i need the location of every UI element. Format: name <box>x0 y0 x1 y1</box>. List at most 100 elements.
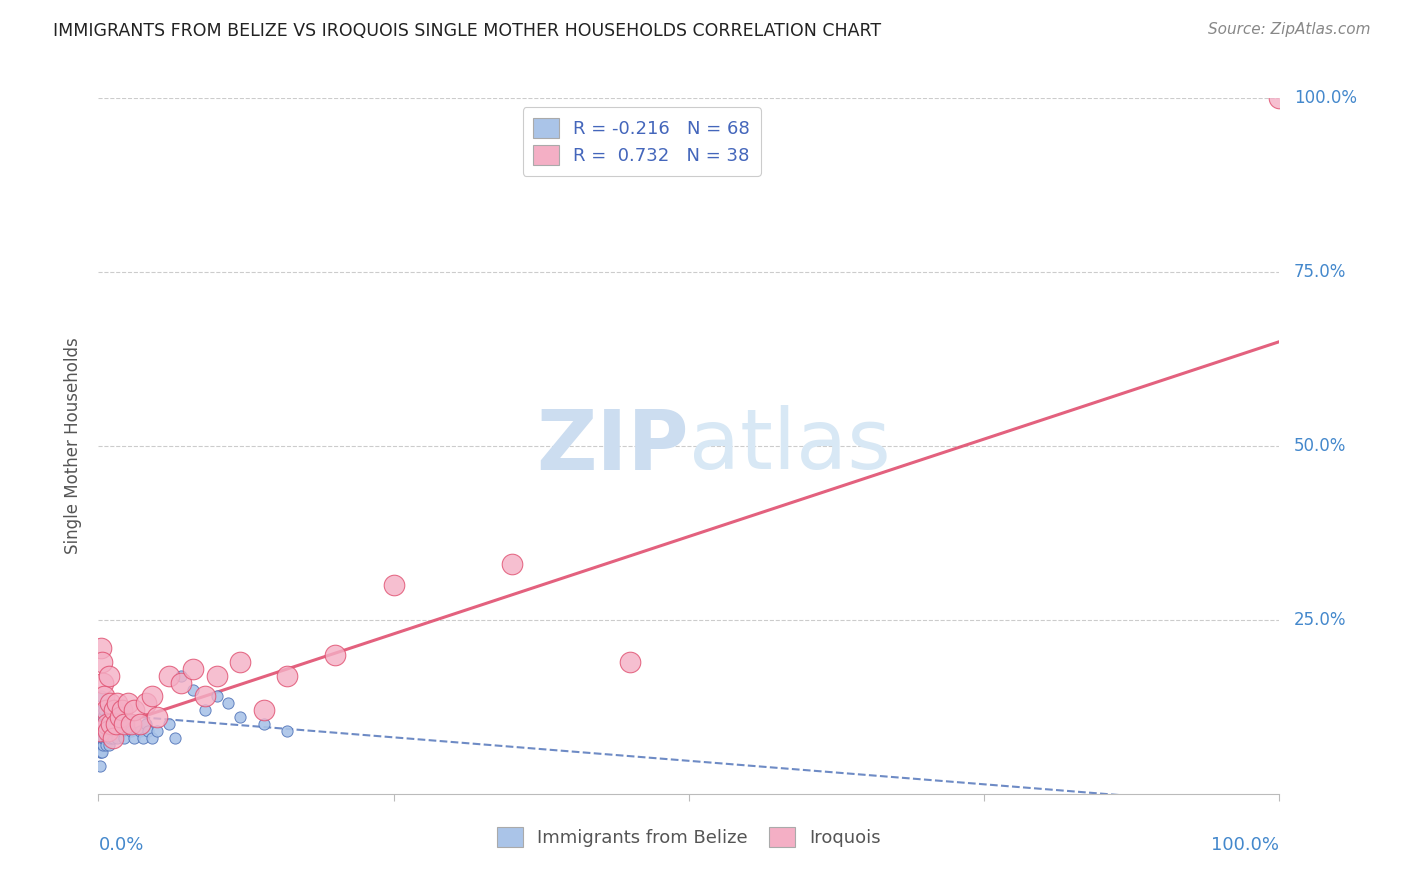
Point <box>98 724 121 739</box>
Point <box>141 690 163 704</box>
Text: 100.0%: 100.0% <box>1294 89 1357 107</box>
Point <box>122 731 145 746</box>
Point <box>101 731 124 746</box>
Point <box>91 703 114 717</box>
Point <box>165 731 187 746</box>
Point <box>94 703 117 717</box>
Point <box>104 717 127 731</box>
Y-axis label: Single Mother Households: Single Mother Households <box>65 338 83 554</box>
Point <box>98 697 121 711</box>
Text: 50.0%: 50.0% <box>1294 437 1346 455</box>
Point <box>91 724 114 739</box>
Point <box>619 655 641 669</box>
Legend: Immigrants from Belize, Iroquois: Immigrants from Belize, Iroquois <box>491 820 887 855</box>
Point <box>205 690 228 704</box>
Point <box>93 703 115 717</box>
Point <box>108 717 131 731</box>
Point <box>91 717 114 731</box>
Point <box>89 731 111 746</box>
Point <box>98 668 121 682</box>
Point <box>100 724 122 739</box>
Point <box>89 724 111 739</box>
Point <box>181 662 204 676</box>
Point <box>117 697 139 711</box>
Point <box>229 710 252 724</box>
Point <box>96 724 118 739</box>
Point <box>93 731 115 746</box>
Text: atlas: atlas <box>689 406 890 486</box>
Point <box>94 738 117 752</box>
Point <box>121 717 143 731</box>
Point <box>103 703 125 717</box>
Point <box>170 675 193 690</box>
Point <box>146 724 169 739</box>
Point <box>194 690 217 704</box>
Point <box>132 731 155 746</box>
Point <box>91 745 114 759</box>
Point <box>93 717 115 731</box>
Text: Source: ZipAtlas.com: Source: ZipAtlas.com <box>1208 22 1371 37</box>
Point <box>90 731 112 746</box>
Point <box>91 717 114 731</box>
Point <box>91 710 114 724</box>
Point <box>89 717 111 731</box>
Point <box>97 724 120 739</box>
Point <box>91 675 114 690</box>
Point <box>194 703 217 717</box>
Point <box>253 717 276 731</box>
Point <box>89 703 111 717</box>
Point <box>94 717 117 731</box>
Point <box>112 731 135 746</box>
Text: ZIP: ZIP <box>537 406 689 486</box>
Point <box>135 717 157 731</box>
Point <box>128 724 150 739</box>
Point <box>90 703 112 717</box>
Point <box>94 731 117 746</box>
Point <box>93 724 115 739</box>
Point <box>217 697 239 711</box>
Point <box>98 731 121 746</box>
Point <box>135 697 157 711</box>
Point <box>121 724 143 739</box>
Point <box>157 717 180 731</box>
Point <box>181 682 204 697</box>
Point <box>141 731 163 746</box>
Point <box>103 724 125 739</box>
Point <box>122 703 145 717</box>
Point <box>93 690 115 704</box>
Point <box>382 578 405 592</box>
Point <box>98 717 121 731</box>
Point <box>205 668 228 682</box>
Point <box>89 745 111 759</box>
Point <box>101 717 124 731</box>
Point <box>91 724 114 739</box>
Point <box>91 731 114 746</box>
Text: 25.0%: 25.0% <box>1294 611 1346 629</box>
Point <box>108 710 131 724</box>
Point <box>111 703 134 717</box>
Point <box>90 640 112 655</box>
Point <box>98 738 121 752</box>
Point <box>105 717 128 731</box>
Text: 0.0%: 0.0% <box>98 836 143 854</box>
Point <box>1268 91 1291 105</box>
Point <box>100 717 122 731</box>
Point <box>90 745 112 759</box>
Point <box>97 731 120 746</box>
Point <box>96 710 118 724</box>
Point <box>157 668 180 682</box>
Point <box>323 648 346 662</box>
Point <box>91 655 114 669</box>
Point <box>90 717 112 731</box>
Point <box>96 717 118 731</box>
Point <box>276 724 298 739</box>
Point <box>96 731 118 746</box>
Point <box>90 738 112 752</box>
Point <box>91 731 114 746</box>
Point <box>111 724 134 739</box>
Point <box>229 655 252 669</box>
Point <box>90 690 112 704</box>
Point <box>97 710 120 724</box>
Point <box>101 731 124 746</box>
Point <box>91 738 114 752</box>
